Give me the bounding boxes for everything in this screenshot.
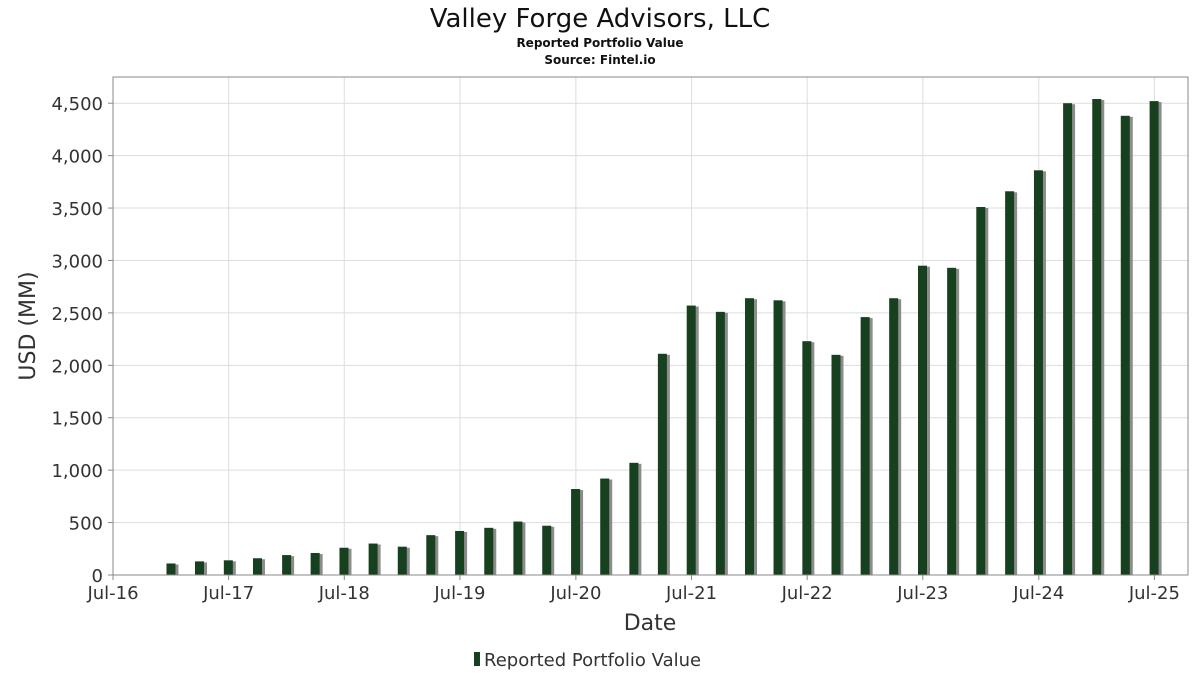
bar <box>571 489 581 575</box>
bar <box>1005 191 1015 575</box>
bar <box>426 535 436 575</box>
y-tick-label: 4,500 <box>51 94 103 115</box>
x-tick-label: Jul-16 <box>86 583 138 604</box>
bars <box>166 99 1162 576</box>
y-tick-label: 3,500 <box>51 199 103 220</box>
chart-source: Source: Fintel.io <box>544 53 655 67</box>
y-axis-label: USD (MM) <box>16 271 41 380</box>
y-tick-label: 2,500 <box>51 304 103 325</box>
bar <box>194 561 204 575</box>
bar <box>455 530 465 575</box>
grid <box>112 77 1188 576</box>
bar <box>397 546 407 575</box>
bar <box>1092 99 1102 575</box>
bar <box>513 521 523 575</box>
bar <box>600 478 610 575</box>
bar <box>1149 101 1159 576</box>
x-tick-label: Jul-24 <box>1012 583 1064 604</box>
bar <box>802 341 812 575</box>
y-tick-label: 0 <box>92 566 103 587</box>
y-tick-label: 2,000 <box>51 356 103 377</box>
bar <box>773 300 783 575</box>
y-tick-label: 1,000 <box>51 461 103 482</box>
x-tick-label: Jul-17 <box>202 583 254 604</box>
bar <box>831 354 841 575</box>
x-tick-label: Jul-20 <box>549 583 601 604</box>
y-axis: 0 500 1,000 1,500 2,000 2,500 3,000 3,500 4,000 4… <box>51 94 113 587</box>
bar <box>889 298 899 575</box>
y-tick-label: 3,000 <box>51 251 103 272</box>
legend-swatch <box>474 652 480 666</box>
bar <box>715 311 725 575</box>
bar <box>223 560 233 575</box>
bar <box>657 353 667 575</box>
bar <box>368 543 378 575</box>
bar <box>339 547 349 575</box>
x-tick-label: Jul-23 <box>896 583 948 604</box>
y-tick-label: 500 <box>69 514 103 535</box>
x-axis-label: Date <box>624 611 677 636</box>
bar <box>976 207 986 575</box>
bar <box>947 267 957 575</box>
bar <box>166 563 176 575</box>
legend-label: Reported Portfolio Value <box>484 650 701 671</box>
chart-subtitle: Reported Portfolio Value <box>516 36 683 50</box>
y-tick-label: 1,500 <box>51 409 103 430</box>
bar <box>1033 170 1043 575</box>
bar <box>282 555 292 575</box>
bar <box>917 265 927 575</box>
bar <box>484 527 494 575</box>
x-tick-label: Jul-18 <box>318 583 370 604</box>
x-axis: Jul-16 Jul-17 Jul-18 Jul-19 Jul-20 Jul-21 Jul-… <box>86 575 1180 604</box>
y-tick-label: 4,000 <box>51 147 103 168</box>
x-tick-label: Jul-21 <box>665 583 717 604</box>
x-tick-label: Jul-19 <box>433 583 485 604</box>
plot-area-border <box>112 76 1189 576</box>
plot-background <box>113 77 1188 575</box>
bar <box>252 558 262 575</box>
legend: Reported Portfolio Value <box>474 650 701 671</box>
bar <box>686 305 696 575</box>
bar <box>1120 115 1130 576</box>
bar <box>542 525 552 575</box>
x-tick-label: Jul-22 <box>781 583 833 604</box>
bar <box>860 317 870 575</box>
bar <box>1063 103 1073 576</box>
bar <box>310 552 320 575</box>
chart-title: Valley Forge Advisors, LLC <box>430 4 771 34</box>
bar <box>629 462 639 575</box>
bar <box>745 298 755 575</box>
x-tick-label: Jul-25 <box>1128 583 1180 604</box>
